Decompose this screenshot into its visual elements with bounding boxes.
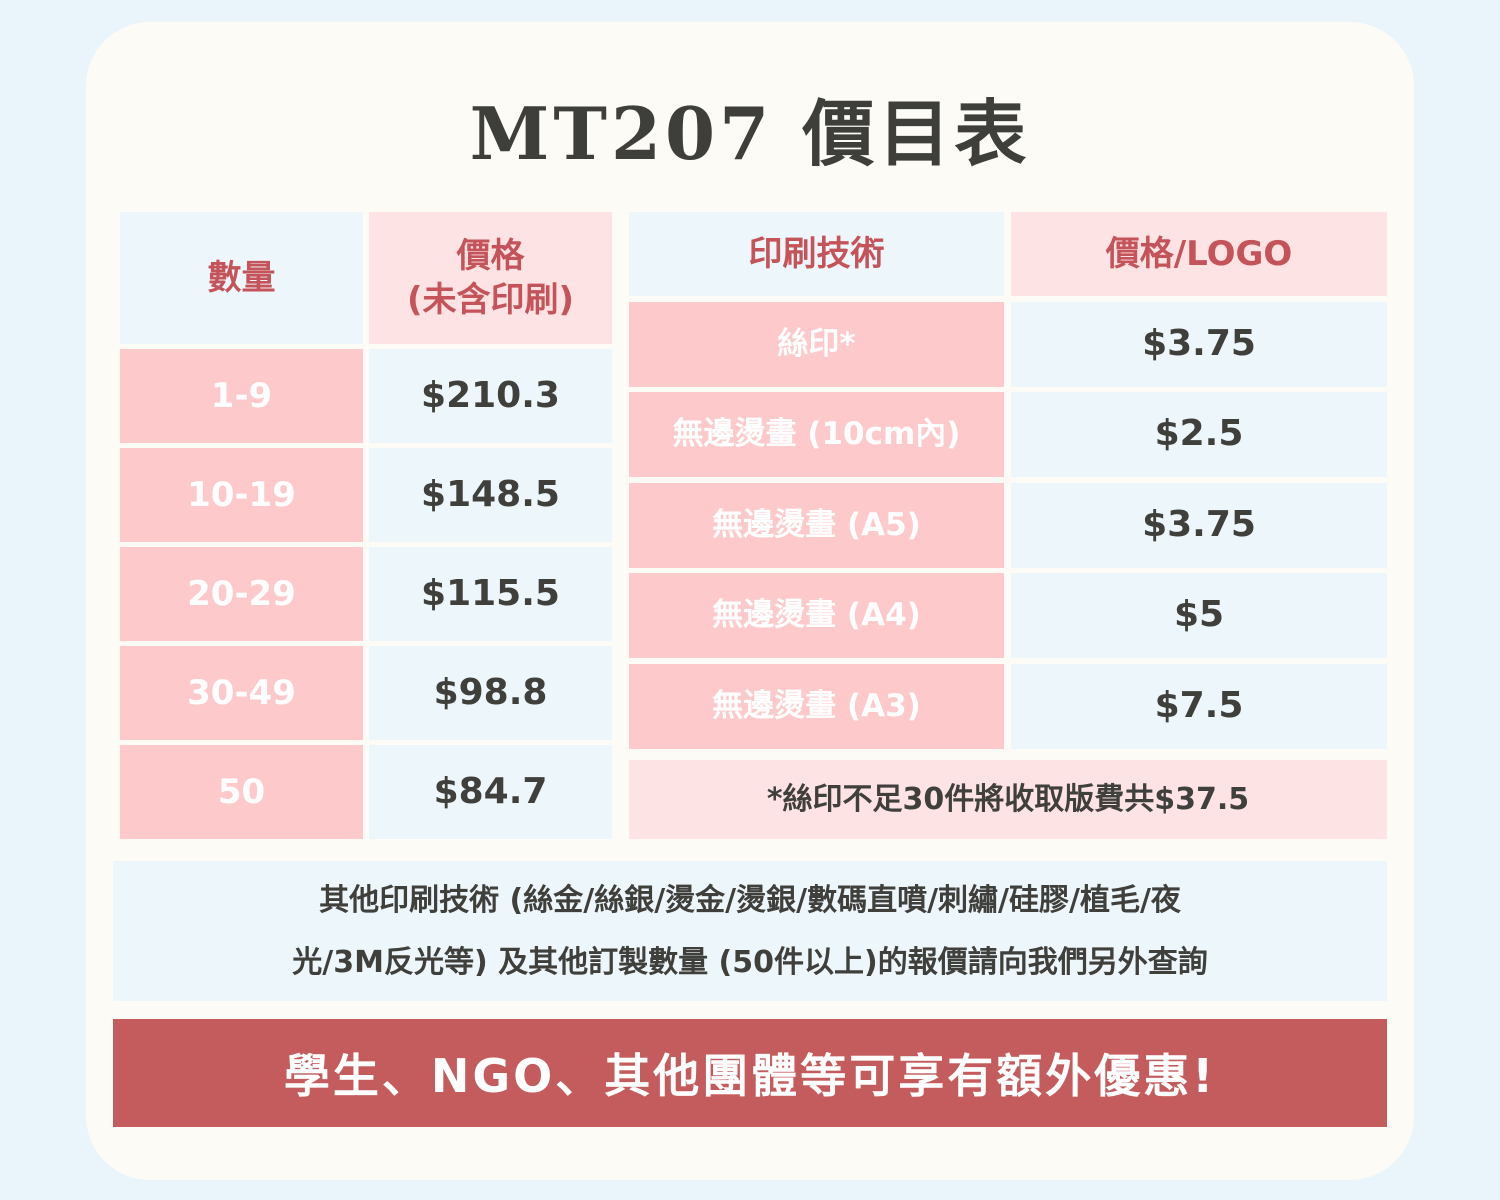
price-cell: $148.5	[369, 448, 612, 542]
qty-cell: 1-9	[120, 349, 363, 443]
price-cell: $98.8	[369, 646, 612, 740]
header-price-per-logo: 價格/LOGO	[1011, 212, 1387, 296]
technique-price-cell: $3.75	[1011, 302, 1387, 387]
header-price-line2: (未含印刷)	[406, 280, 575, 320]
qty-cell: 20-29	[120, 547, 363, 641]
qty-cell: 10-19	[120, 448, 363, 542]
silkscreen-fee-note: *絲印不足30件將收取版費共$37.5	[629, 760, 1387, 839]
header-quantity: 數量	[120, 212, 363, 344]
header-price: 價格 (未含印刷)	[369, 212, 612, 344]
technique-price-cell: $2.5	[1011, 392, 1387, 477]
qty-cell: 30-49	[120, 646, 363, 740]
technique-cell: 無邊燙畫 (10cm內)	[629, 392, 1004, 477]
info-line-1: 其他印刷技術 (絲金/絲銀/燙金/燙銀/數碼直噴/刺繡/硅膠/植毛/夜	[319, 883, 1181, 918]
technique-cell: 無邊燙畫 (A5)	[629, 483, 1004, 568]
technique-cell: 絲印*	[629, 302, 1004, 387]
price-cell: $115.5	[369, 547, 612, 641]
info-line-2: 光/3M反光等) 及其他訂製數量 (50件以上)的報價請向我們另外查詢	[292, 945, 1208, 980]
technique-price-cell: $7.5	[1011, 664, 1387, 749]
price-cell: $210.3	[369, 349, 612, 443]
qty-cell: 50	[120, 745, 363, 839]
header-print-technique: 印刷技術	[629, 212, 1004, 296]
other-options-info: 其他印刷技術 (絲金/絲銀/燙金/燙銀/數碼直噴/刺繡/硅膠/植毛/夜 光/3M…	[113, 861, 1387, 1001]
price-cell: $84.7	[369, 745, 612, 839]
discount-banner: 學生、NGO、其他團體等可享有額外優惠!	[113, 1019, 1387, 1127]
header-price-line1: 價格	[456, 235, 525, 276]
technique-price-cell: $5	[1011, 573, 1387, 658]
technique-cell: 無邊燙畫 (A3)	[629, 664, 1004, 749]
technique-price-cell: $3.75	[1011, 483, 1387, 568]
page-title: MT207 價目表	[469, 91, 1031, 176]
technique-cell: 無邊燙畫 (A4)	[629, 573, 1004, 658]
